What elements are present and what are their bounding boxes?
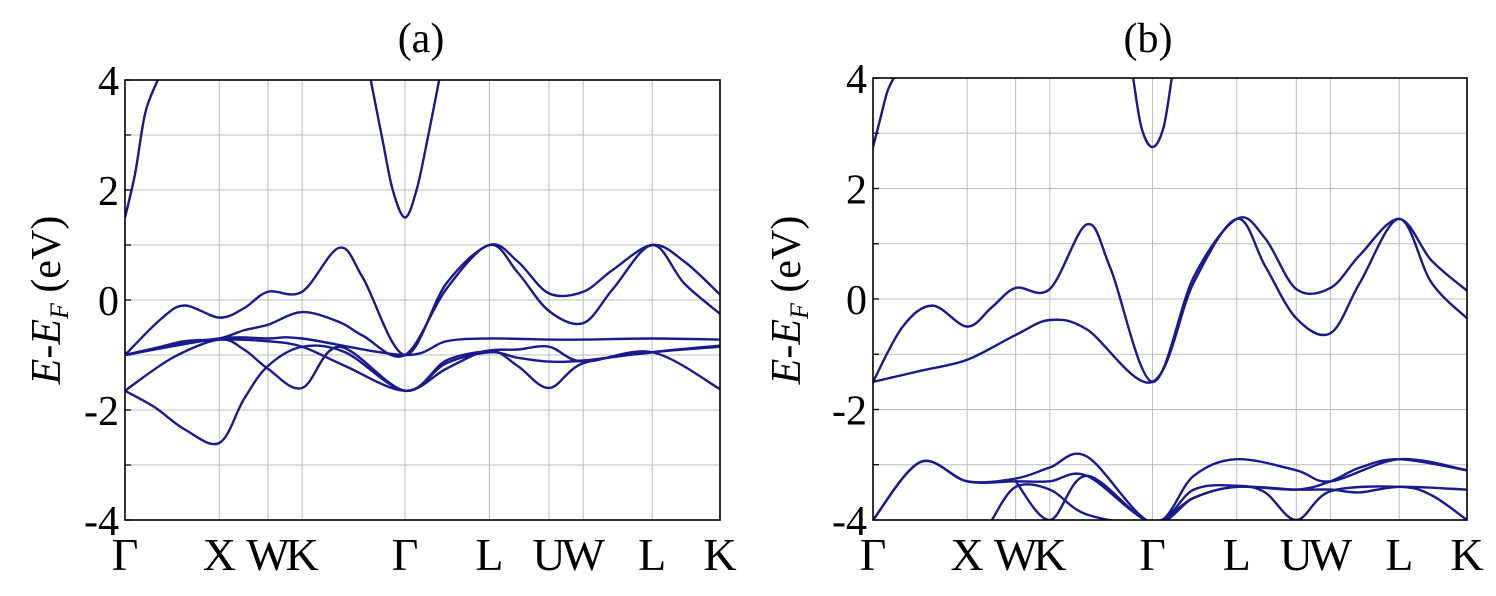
panel-b-bands — [873, 78, 1467, 520]
panel-b-title: (b) — [1124, 16, 1173, 62]
panel-a-ylabel-unit: (eV) — [24, 216, 70, 303]
panel-a-xtick-label: L — [638, 529, 666, 580]
panel-b-xtick-label: X — [951, 529, 984, 580]
panel-b-band-0 — [873, 78, 895, 149]
panel-a-ylabel-main: E-E — [24, 319, 70, 385]
panel-b-xtick-label: L — [1385, 529, 1413, 580]
panel-b-xtick-label: Γ — [1139, 529, 1166, 580]
panel-a-ytick-label: 4 — [98, 59, 119, 105]
panel-a-band-7 — [125, 344, 720, 446]
panel-b-ylabel-sub: F — [785, 302, 814, 320]
panel-b-band-2 — [873, 216, 1467, 384]
panel-a-xtick-label: W — [246, 529, 290, 580]
panel-b-ylabel-unit: (eV) — [764, 216, 810, 303]
panel-a-title: (a) — [398, 16, 445, 62]
panel-a-band-1 — [369, 80, 441, 219]
panel-b-band-6 — [990, 483, 1467, 520]
panel-a-ytick-label: -4 — [84, 499, 119, 545]
panel-a-xtick-label: L — [475, 529, 503, 580]
panel-b-xtick-label: U — [1280, 529, 1313, 580]
panel-b-frame — [872, 77, 1468, 521]
panel-b-xtick-label: K — [1450, 529, 1483, 580]
panel-b-xtick-label: W — [1309, 529, 1353, 580]
panel-b-band-1 — [1131, 78, 1173, 149]
panel-a-xtick-label: Γ — [392, 529, 419, 580]
panel-b-xtick-label: L — [1223, 529, 1251, 580]
panel-a-ylabel-sub: F — [45, 302, 74, 320]
panel-b-ytick-label: 4 — [846, 57, 867, 103]
panel-a-xtick-label: K — [703, 529, 736, 580]
panel-b-ytick-label: -2 — [832, 389, 867, 435]
svg-text:E-EF (eV): E-EF (eV) — [24, 216, 74, 386]
panel-a-xtick-label: W — [561, 529, 605, 580]
panel-a-ytick-label: 2 — [98, 169, 119, 215]
panel-a-xtick-label: X — [203, 529, 236, 580]
panel-b-ylabel: E-EF (eV) — [764, 216, 814, 386]
panel-a-xtick-label: U — [532, 529, 565, 580]
panel-a-frame — [124, 79, 721, 521]
panel-b-ytick-label: 0 — [846, 278, 867, 324]
panel-b-ytick-label: -4 — [832, 499, 867, 545]
panel-b-ylabel-main: E-E — [764, 319, 810, 385]
panel-b-xtick-label: W — [994, 529, 1038, 580]
panel-a-xtick-label: K — [286, 529, 319, 580]
panel-a-bands — [125, 80, 720, 446]
panel-a-band-4 — [125, 336, 720, 357]
panel-a-ytick-label: -2 — [84, 389, 119, 435]
panel-b-band-5 — [873, 458, 1467, 520]
panel-b-xtick-label: K — [1033, 529, 1066, 580]
panel-b-ytick-label: 2 — [846, 168, 867, 214]
svg-text:E-EF (eV): E-EF (eV) — [764, 216, 814, 386]
panel-a-ytick-label: 0 — [98, 279, 119, 325]
panel-b-xtick-label: Γ — [860, 529, 887, 580]
panel-a-ylabel: E-EF (eV) — [24, 216, 74, 386]
panel-b-band-3 — [873, 217, 1467, 384]
panel-a-band-0 — [125, 80, 159, 219]
panel-a-xtick-label: Γ — [112, 529, 139, 580]
panel-b-band-7 — [1014, 474, 1467, 520]
